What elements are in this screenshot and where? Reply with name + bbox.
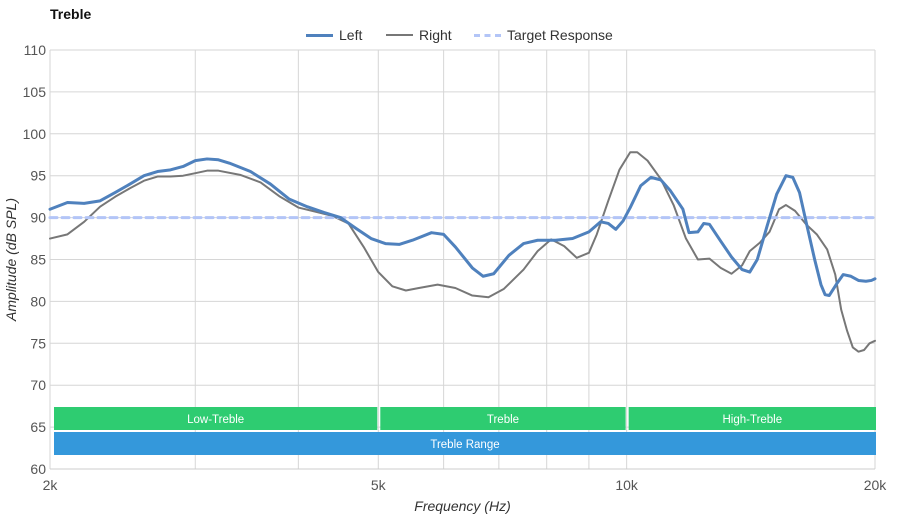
y-tick-label: 70 xyxy=(30,377,46,393)
legend-item-left[interactable]: Left xyxy=(306,27,362,43)
legend-swatch-left xyxy=(306,33,333,37)
legend-label-right: Right xyxy=(419,27,452,43)
y-tick-label: 60 xyxy=(30,461,46,477)
chart-title: Treble xyxy=(50,6,92,22)
band-treble-range xyxy=(54,432,876,455)
x-tick-label: 10k xyxy=(615,477,639,493)
legend-item-target[interactable]: Target Response xyxy=(474,27,613,43)
y-tick-label: 65 xyxy=(30,419,46,435)
legend-label-left: Left xyxy=(339,27,363,43)
x-tick-label: 20k xyxy=(864,477,888,493)
y-tick-label: 95 xyxy=(30,168,46,184)
band-label: High-Treble xyxy=(722,414,782,426)
x-tick-label: 2k xyxy=(43,477,59,493)
band-label: Low-Treble xyxy=(187,414,244,426)
legend-swatch-target xyxy=(474,33,501,37)
y-tick-label: 105 xyxy=(23,84,47,100)
band-high-treble xyxy=(628,407,876,430)
y-tick-label: 90 xyxy=(30,210,46,226)
x-axis-title: Frequency (Hz) xyxy=(414,498,510,514)
band-label: Treble Range xyxy=(430,439,499,451)
series-right-line xyxy=(49,151,876,353)
y-axis-title: Amplitude (dB SPL) xyxy=(3,198,19,322)
y-tick-label: 80 xyxy=(30,293,46,309)
legend-label-target: Target Response xyxy=(507,27,613,43)
band-label: Treble xyxy=(487,414,519,426)
band-low-treble xyxy=(54,407,378,430)
legend-item-right[interactable]: Right xyxy=(386,27,452,43)
legend-swatch-right xyxy=(386,34,413,36)
y-tick-label: 100 xyxy=(23,126,47,142)
legend: Left Right Target Response xyxy=(0,27,900,47)
y-tick-label: 110 xyxy=(24,42,47,58)
y-tick-label: 75 xyxy=(30,335,46,351)
x-tick-label: 5k xyxy=(371,477,387,493)
series-left-line xyxy=(48,157,877,298)
band-treble xyxy=(380,407,626,430)
y-tick-label: 85 xyxy=(30,252,46,268)
